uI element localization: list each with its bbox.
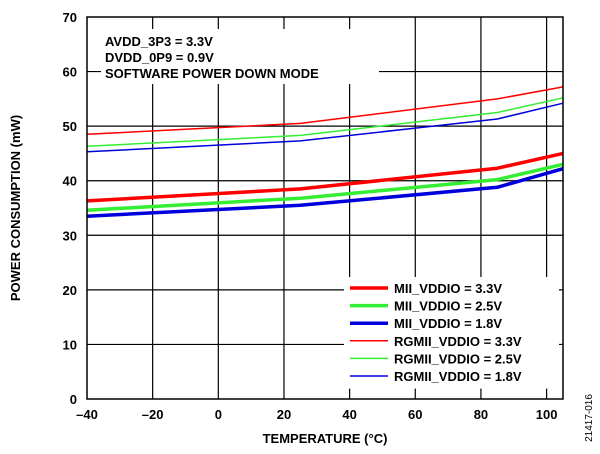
series-line xyxy=(86,151,564,203)
x-tick-label: 80 xyxy=(474,407,488,422)
legend-label: MII_VDDIO = 3.3V xyxy=(394,281,502,296)
tick-labels: –40 –20 0 20 40 60 80 100 0 10 20 30 40 50 60 70 xyxy=(63,10,558,422)
series-line xyxy=(86,167,564,218)
x-tick-label: 0 xyxy=(215,407,222,422)
series-line xyxy=(86,97,564,148)
y-tick-label: 70 xyxy=(63,10,77,25)
legend-label: RGMII_VDDIO = 3.3V xyxy=(394,334,522,349)
x-tick-label: 60 xyxy=(408,407,422,422)
y-tick-label: 30 xyxy=(63,228,77,243)
legend-background xyxy=(344,277,559,389)
x-axis-title: TEMPERATURE (°C) xyxy=(263,431,388,446)
series-line xyxy=(86,102,564,153)
y-tick-label: 20 xyxy=(63,283,77,298)
y-tick-label: 10 xyxy=(63,337,77,352)
legend-label: RGMII_VDDIO = 1.8V xyxy=(394,369,522,384)
figure-id: 21417-016 xyxy=(584,394,595,442)
legend-label: MII_VDDIO = 2.5V xyxy=(394,299,502,314)
annotation-line-1: AVDD_3P3 = 3.3V xyxy=(105,34,213,49)
plot-frame xyxy=(86,16,564,400)
y-tick-label: 50 xyxy=(63,119,77,134)
x-tick-label: –40 xyxy=(76,407,98,422)
x-tick-label: 40 xyxy=(342,407,356,422)
x-tick-label: –20 xyxy=(142,407,164,422)
legend: MII_VDDIO = 3.3V MII_VDDIO = 2.5V MII_VDDI… xyxy=(344,277,559,389)
legend-label: MII_VDDIO = 1.8V xyxy=(394,316,502,331)
annotation-line-3: SOFTWARE POWER DOWN MODE xyxy=(105,66,319,81)
y-tick-label: 60 xyxy=(63,65,77,80)
y-axis-title: POWER CONSUMPTION (mW) xyxy=(8,115,23,301)
annotation-box: AVDD_3P3 = 3.3V DVDD_0P9 = 0.9V SOFTWARE… xyxy=(101,29,379,84)
annotation-line-2: DVDD_0P9 = 0.9V xyxy=(105,50,214,65)
series-lines xyxy=(86,86,564,218)
x-tick-label: 100 xyxy=(536,407,558,422)
legend-label: RGMII_VDDIO = 2.5V xyxy=(394,351,522,366)
y-tick-label: 40 xyxy=(63,174,77,189)
x-tick-label: 20 xyxy=(277,407,291,422)
series-line xyxy=(86,86,564,136)
series-line xyxy=(86,162,564,212)
y-tick-label: 0 xyxy=(70,392,77,407)
